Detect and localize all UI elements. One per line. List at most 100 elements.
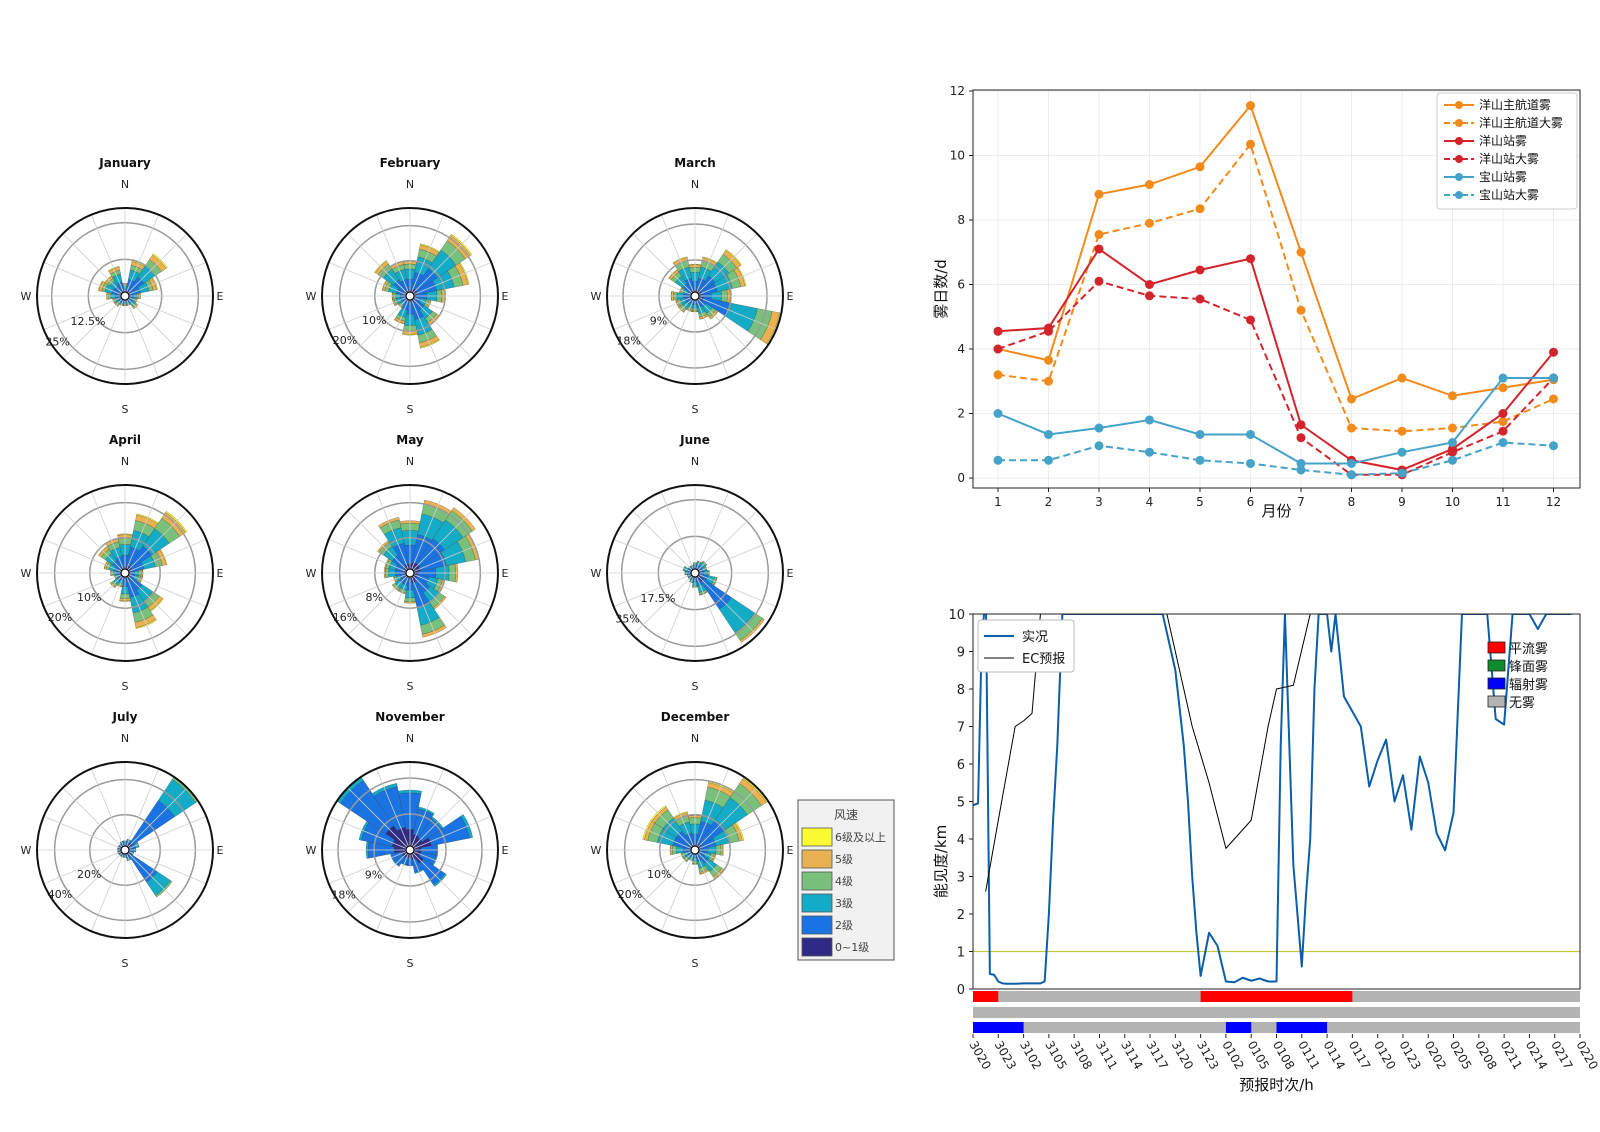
x-tick-label: 11: [1495, 495, 1510, 509]
wind-rose-spoke: [43, 538, 122, 572]
wind-rose-spoke: [413, 574, 492, 608]
wind-speed-label: 6级及以上: [835, 831, 886, 844]
x-tick-label: 2: [1045, 495, 1053, 509]
y-tick-label: 2: [957, 407, 965, 421]
wind-rose-spoke: [660, 768, 694, 847]
fog-type-bar-background: [973, 1007, 1580, 1018]
wind-rose-spoke: [412, 510, 473, 571]
wind-rose-spoke: [62, 233, 123, 294]
series-line: [998, 441, 1554, 476]
wind-rose-spoke: [90, 214, 124, 293]
data-point: [1498, 417, 1508, 427]
wind-rose-spoke: [328, 297, 407, 331]
data-point: [1094, 244, 1104, 254]
wind-sector: [689, 581, 694, 584]
x-tick-label: 12: [1546, 495, 1561, 509]
wind-rose-spoke: [90, 491, 124, 570]
x-tick-label: 0102: [1219, 1039, 1246, 1072]
wind-rose-spoke: [62, 298, 123, 359]
wind-speed-legend: 风速 6级及以上 5级 4级 3级 2级 0~1级: [797, 799, 895, 961]
wind-rose-spoke: [328, 538, 407, 572]
wind-sector: [165, 510, 188, 533]
data-point: [1246, 139, 1255, 149]
x-tick-label: 8: [1348, 495, 1356, 509]
x-tick-label: 6: [1247, 495, 1255, 509]
wind-sector: [402, 333, 418, 336]
x-tick-label: 0123: [1396, 1039, 1423, 1072]
wind-rose-spoke: [698, 297, 777, 331]
wind-rose-spoke: [613, 815, 692, 849]
wind-sector: [109, 582, 116, 589]
data-point: [1347, 470, 1356, 480]
y-tick-label: 8: [957, 213, 965, 227]
wind-rose-title: January: [98, 156, 151, 170]
compass-east-label: E: [217, 290, 224, 303]
wind-rose-spoke: [90, 299, 124, 378]
wind-rose-ring-label: 40%: [48, 888, 72, 901]
wind-rose-spoke: [90, 576, 124, 655]
data-point: [1498, 438, 1508, 448]
x-tick-label: 0114: [1320, 1039, 1347, 1072]
compass-east-label: E: [787, 290, 794, 303]
wind-rose-spoke: [698, 815, 777, 849]
data-point: [1498, 409, 1508, 418]
wind-speed-label: 0~1级: [835, 941, 869, 954]
data-point: [1044, 376, 1053, 386]
wind-rose-spoke: [696, 299, 730, 378]
wind-rose-ring-label: 18%: [331, 889, 355, 902]
y-tick-label: 0: [957, 983, 965, 998]
wind-rose-spoke: [632, 852, 693, 913]
x-tick-label: 0202: [1422, 1039, 1449, 1072]
wind-rose-spoke: [613, 574, 692, 608]
compass-west-label: W: [21, 290, 32, 303]
compass-north-label: N: [121, 178, 129, 191]
fog-type-bar-segment: [1276, 1022, 1328, 1033]
wind-rose-spoke: [43, 297, 122, 331]
wind-rose-spoke: [697, 575, 758, 636]
wind-rose-spoke: [127, 787, 188, 848]
wind-rose-spoke: [413, 261, 492, 295]
compass-east-label: E: [787, 567, 794, 580]
wind-rose-title: July: [112, 710, 138, 724]
wind-rose-spoke: [328, 851, 407, 885]
compass-north-label: N: [406, 455, 414, 468]
fog-type-bar-segment: [973, 991, 999, 1002]
wind-rose-november: November 9% 18% N E S W: [306, 710, 509, 970]
wind-rose-spoke: [412, 787, 473, 848]
wind-rose-calm-circle: [405, 291, 415, 301]
wind-rose-spoke: [375, 853, 409, 932]
wind-rose-spoke: [696, 768, 730, 847]
compass-south-label: S: [692, 957, 699, 970]
data-point: [1448, 447, 1457, 457]
wind-rose-spoke: [613, 851, 692, 885]
x-tick-label: 9: [1398, 495, 1406, 509]
compass-west-label: W: [306, 290, 317, 303]
wind-rose-ring-label: 8%: [365, 591, 382, 604]
x-tick-label: 3105: [1042, 1039, 1069, 1072]
compass-west-label: W: [591, 567, 602, 580]
y-tick-label: 7: [957, 721, 965, 736]
wind-speed-label: 2级: [835, 919, 853, 932]
wind-rose-spoke: [126, 214, 160, 293]
data-point: [1296, 247, 1306, 257]
wind-rose-calm-circle: [690, 291, 700, 301]
compass-east-label: E: [502, 290, 509, 303]
wind-rose-outer-ring: [321, 761, 499, 939]
wind-rose-title: March: [674, 156, 716, 170]
wind-rose-spoke: [126, 576, 160, 655]
fog-type-label: 锋面雾: [1509, 660, 1548, 675]
wind-speed-swatch: [801, 827, 833, 847]
wind-rose-spoke: [127, 298, 188, 359]
wind-rose-spoke: [128, 297, 207, 331]
data-point: [1448, 455, 1457, 465]
wind-rose-spoke: [696, 214, 730, 293]
wind-rose-spoke: [90, 853, 124, 932]
plot-frame: [972, 613, 1581, 990]
x-tick-label: 3123: [1194, 1039, 1221, 1072]
wind-rose-spoke: [412, 233, 473, 294]
compass-north-label: N: [406, 732, 414, 745]
wind-rose-spoke: [43, 574, 122, 608]
wind-speed-label: 3级: [835, 897, 853, 910]
wind-rose-spoke: [347, 298, 408, 359]
y-tick-label: 9: [957, 646, 965, 661]
